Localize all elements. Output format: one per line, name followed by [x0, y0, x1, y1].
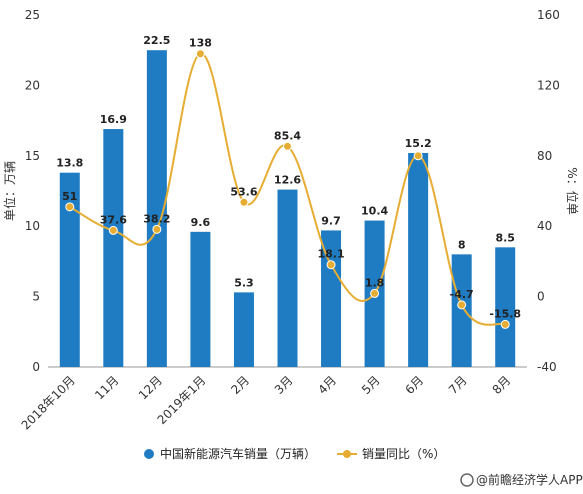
- legend-bar-label: 中国新能源汽车销量（万辆）: [160, 446, 316, 461]
- x-tick-label: 6月: [402, 373, 426, 397]
- line-value-label: 138: [189, 37, 212, 50]
- y-right-axis-title: %：位单: [565, 167, 580, 214]
- bar-value-label: 5.3: [234, 276, 254, 289]
- y-left-tick-label: 0: [32, 360, 40, 374]
- x-tick-label: 2月: [228, 373, 252, 397]
- y-right-tick-label: 120: [537, 78, 560, 92]
- y-left-tick-label: 5: [32, 290, 40, 304]
- line-point: [195, 49, 205, 59]
- bar: [277, 189, 298, 367]
- line-value-label: 18.1: [317, 248, 344, 261]
- line-point: [457, 300, 467, 310]
- line-point: [370, 288, 380, 298]
- bar-value-label: 15.2: [405, 137, 432, 150]
- legend: 中国新能源汽车销量（万辆） 销量同比（%）: [144, 446, 445, 461]
- bar-value-label: 13.8: [56, 157, 83, 170]
- bar-value-label: 22.5: [143, 34, 170, 47]
- source-attribution: @前瞻经济学人APP: [460, 472, 583, 487]
- bar-value-label: 16.9: [100, 113, 127, 126]
- source-text: @前瞻经济学人APP: [476, 472, 583, 487]
- y-right-tick-label: 0: [537, 290, 545, 304]
- line-value-label: 1.8: [365, 276, 385, 289]
- bar: [190, 231, 211, 367]
- bar: [146, 50, 167, 367]
- line-value-label: -4.7: [450, 288, 474, 301]
- x-tick-label: 5月: [359, 373, 383, 397]
- x-tick-label: 12月: [136, 373, 165, 402]
- bar: [321, 230, 342, 367]
- line-point: [108, 225, 118, 235]
- line-value-label: -15.8: [489, 307, 521, 320]
- line-point: [413, 151, 423, 161]
- x-tick-label: 11月: [92, 373, 121, 402]
- line-value-label: 38.2: [143, 212, 170, 225]
- x-tick-label: 2018年10月: [19, 373, 78, 432]
- legend-line-dot: [343, 450, 351, 458]
- line-point: [500, 319, 510, 329]
- line-value-label: 85.4: [274, 129, 301, 142]
- y-left-tick-label: 10: [25, 219, 40, 233]
- line-value-label: 51: [62, 190, 77, 203]
- bar: [233, 292, 254, 367]
- y-right-tick-label: 160: [537, 8, 560, 22]
- line-point: [326, 260, 336, 270]
- bars-layer: [59, 50, 516, 367]
- line-point: [152, 224, 162, 234]
- source-logo-icon: [460, 473, 474, 487]
- line-point: [239, 197, 249, 207]
- bar: [495, 247, 516, 367]
- y-left-tick-label: 20: [25, 78, 40, 92]
- x-tick-label: 7月: [446, 373, 470, 397]
- line-value-label: 37.6: [100, 213, 127, 226]
- bar: [59, 172, 80, 367]
- bar-value-label: 12.6: [274, 174, 301, 187]
- line-value-label: 53.6: [230, 185, 257, 198]
- y-right-tick-label: -40: [537, 360, 557, 374]
- bar: [103, 129, 124, 367]
- legend-bar-marker: [144, 449, 154, 459]
- x-tick-label: 3月: [272, 373, 296, 397]
- line-point: [283, 141, 292, 151]
- y-left-tick-label: 25: [25, 8, 40, 22]
- legend-line-label: 销量同比（%）: [362, 447, 445, 461]
- bar: [408, 152, 429, 367]
- x-tick-label: 8月: [490, 373, 514, 397]
- bar-value-label: 9.7: [321, 214, 341, 227]
- y-left-tick-label: 15: [25, 149, 40, 163]
- y-left-axis-title: 单位：万辆: [2, 161, 17, 221]
- bar: [451, 254, 472, 367]
- bar-value-label: 8: [458, 238, 466, 251]
- y-right-tick-label: 40: [537, 219, 552, 233]
- bar-value-label: 9.6: [191, 216, 211, 229]
- labels-layer: 13.8 16.9 22.5 9.6 5.3 12.6 9.7 10.4 15.2 8 8.5 51 3…: [56, 34, 521, 320]
- line-point: [65, 202, 75, 212]
- line-layer: [65, 49, 510, 329]
- bar-value-label: 10.4: [361, 205, 388, 218]
- x-tick-label: 4月: [315, 373, 339, 397]
- y-right-tick-label: 80: [537, 149, 552, 163]
- bar-value-label: 8.5: [495, 231, 515, 244]
